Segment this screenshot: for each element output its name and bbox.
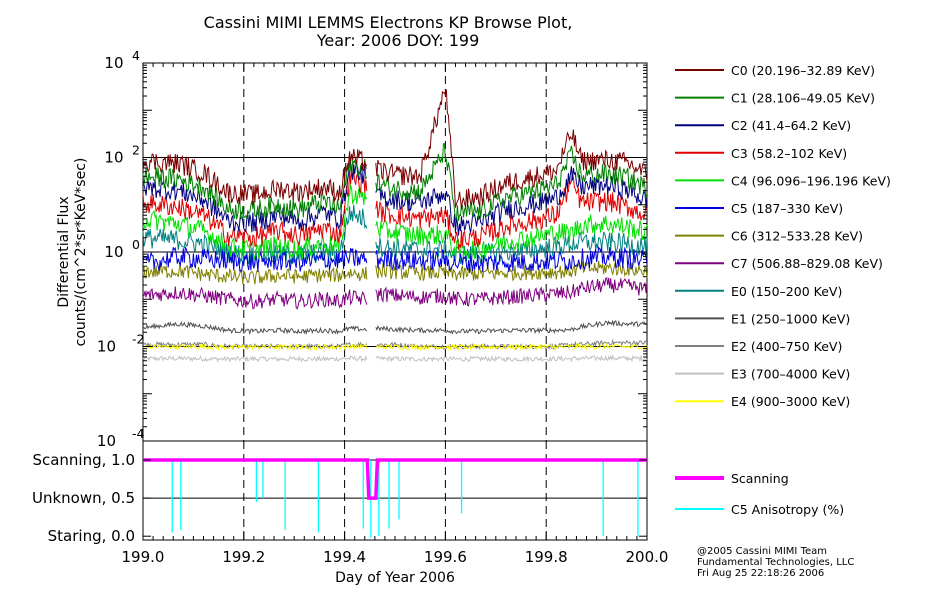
flux-series-lines (142, 89, 648, 363)
scan-series-lines (143, 458, 647, 538)
x-tick-label-0: 199.0 (122, 548, 165, 566)
legend-label-2: C2 (41.4–64.2 KeV) (731, 118, 851, 133)
flux-ytick-label-3: 10 (97, 338, 116, 356)
x-tick-label-3: 199.6 (424, 548, 467, 566)
flux-series-line-11-seg0 (142, 354, 368, 363)
flux-ytick-exp-4: -4 (132, 426, 145, 441)
flux-ytick-exp-0: 4 (132, 48, 140, 63)
legend-label-7: C7 (506.88–829.08 KeV) (731, 256, 883, 271)
x-axis-label: Day of Year 2006 (335, 570, 455, 586)
flux-ytick-label-4: 10 (97, 432, 116, 450)
x-tick-label-5: 200.0 (626, 548, 669, 566)
flux-series-line-1-seg0 (142, 154, 368, 220)
flux-series-line-1-seg1 (375, 142, 648, 222)
flux-ytick-exp-3: -2 (132, 332, 144, 347)
flux-series-line-9-seg1 (375, 319, 648, 335)
legend-label-9: E1 (250–1000 KeV) (731, 311, 850, 326)
legend-label-8: E0 (150–200 KeV) (731, 284, 842, 299)
flux-series-line-10-seg1 (375, 338, 648, 351)
scan-ytick-label-1: Unknown, 0.5 (32, 489, 135, 507)
y-axis-label-line1: Differential Flux (56, 196, 72, 307)
x-tick-label-1: 199.2 (222, 548, 265, 566)
flux-series-line-0-seg0 (142, 148, 368, 205)
flux-series-line-12-seg1 (375, 342, 648, 352)
legend-label-10: E2 (400–750 KeV) (731, 339, 842, 354)
legend-label-12: E4 (900–3000 KeV) (731, 394, 850, 409)
scan-ytick-label-2: Staring, 0.0 (48, 527, 135, 545)
flux-y-ticks: 10 4 10 2 10 0 10 -2 10 -4 (97, 48, 647, 450)
y-axis-label-line2: counts/(cm^2*sr*KeV*sec) (73, 158, 89, 347)
flux-ytick-exp-1: 2 (132, 143, 140, 158)
x-tick-label-2: 199.4 (323, 548, 366, 566)
legend-label-11: E3 (700–4000 KeV) (731, 367, 850, 382)
flux-series-line-6-seg0 (142, 264, 368, 285)
flux-series-line-7-seg0 (142, 286, 368, 310)
scan-legend: Scanning C5 Anisotropy (%) (675, 471, 844, 517)
flux-ytick-exp-2: 0 (132, 237, 140, 252)
legend-label-3: C3 (58.2–102 KeV) (731, 146, 847, 161)
credit-line3: Fri Aug 25 22:18:26 2006 (697, 568, 824, 579)
flux-series-line-11-seg1 (375, 354, 648, 363)
flux-series-line-4-seg0 (142, 184, 368, 261)
flux-series-line-12-seg0 (142, 342, 368, 351)
legend-label-5: C5 (187–330 KeV) (731, 201, 843, 216)
scan-ytick-label-0: Scanning, 1.0 (32, 451, 135, 469)
credit-line2: Fundamental Technologies, LLC (697, 557, 854, 568)
legend-label-6: C6 (312–533.28 KeV) (731, 229, 863, 244)
scan-gridlines (143, 441, 647, 540)
scan-legend-label-0: Scanning (731, 471, 789, 486)
flux-legend: C0 (20.196–32.89 KeV) C1 (28.106–49.05 Ke… (675, 63, 891, 409)
legend-label-0: C0 (20.196–32.89 KeV) (731, 63, 875, 78)
flux-series-line-5-seg0 (142, 246, 368, 273)
flux-series-line-0-seg1 (375, 89, 648, 210)
flux-series-line-6-seg1 (375, 260, 648, 282)
flux-ytick-label-2: 10 (104, 243, 123, 261)
flux-ytick-label-0: 10 (104, 54, 123, 72)
flux-series-line-2-seg1 (375, 166, 648, 236)
flux-ytick-label-1: 10 (104, 149, 123, 167)
scan-legend-label-1: C5 Anisotropy (%) (731, 502, 844, 517)
legend-label-4: C4 (96.096–196.196 KeV) (731, 173, 891, 188)
flux-series-line-7-seg1 (375, 276, 648, 307)
flux-series-line-5-seg1 (375, 246, 648, 273)
x-tick-label-4: 199.8 (525, 548, 568, 566)
flux-series-line-2-seg0 (142, 160, 368, 233)
flux-series-line-4-seg1 (375, 214, 648, 260)
credit-line1: @2005 Cassini MIMI Team (697, 546, 827, 557)
x-ticks: 199.0 199.2 199.4 199.6 199.8 200.0 (122, 63, 669, 566)
scan-plot-frame (142, 440, 648, 541)
flux-series-line-9-seg0 (142, 320, 368, 336)
scan-y-ticks: Scanning, 1.0 Unknown, 0.5 Staring, 0.0 (32, 451, 647, 545)
flux-panel: 10 4 10 2 10 0 10 -2 10 -4 Differential Flux coun… (56, 48, 648, 450)
legend-label-1: C1 (28.106–49.05 KeV) (731, 91, 875, 106)
flux-series-line-3-seg0 (142, 169, 368, 248)
chart-title-line2: Year: 2006 DOY: 199 (316, 31, 480, 50)
scan-state-panel: Scanning, 1.0 Unknown, 0.5 Staring, 0.0 19… (32, 63, 669, 586)
scanning-line (143, 458, 647, 500)
chart-title-line1: Cassini MIMI LEMMS Electrons KP Browse P… (204, 13, 573, 32)
